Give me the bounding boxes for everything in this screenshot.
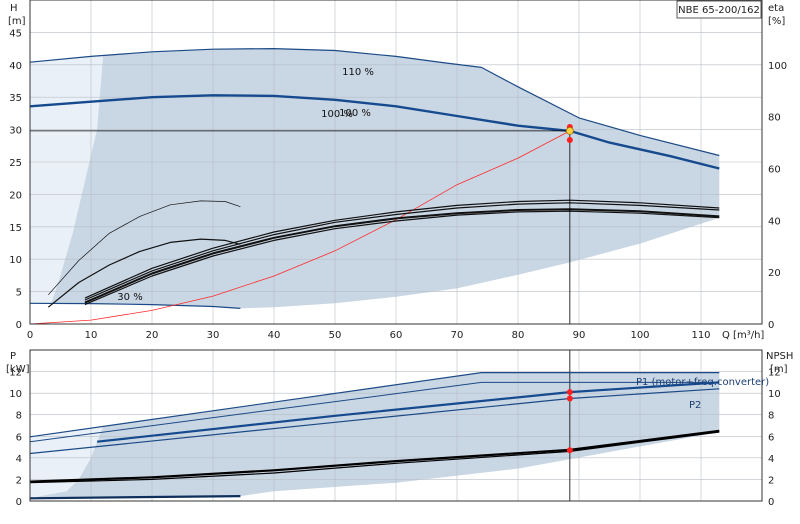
x-tick-label: 100 — [630, 330, 649, 341]
npsh-tick-label: 2 — [768, 475, 774, 486]
p-tick-label: 12 — [9, 368, 22, 379]
y2-tick-label: 60 — [768, 164, 781, 175]
y2-tick-label: 100 — [768, 61, 787, 72]
p-tick-label: 8 — [16, 411, 22, 422]
eta-curve-low-speed-1 — [48, 200, 241, 296]
p-tick-label: 2 — [16, 475, 22, 486]
npsh-axis-unit: [m] — [770, 364, 788, 375]
p-tick-label: 6 — [16, 432, 22, 443]
x-tick-label: 110 — [691, 330, 710, 341]
y-tick-label: 45 — [9, 28, 22, 39]
eta-curve-4 — [84, 210, 720, 306]
y-tick-label: 25 — [9, 158, 22, 169]
label-100-percent-overlap: 100 % — [339, 108, 371, 119]
p2-curve — [30, 388, 720, 455]
npsh-curve-2 — [30, 431, 720, 484]
operating-range-area — [30, 48, 720, 309]
label-30-percent: 30 % — [117, 292, 142, 303]
npsh-tick-label: 6 — [768, 432, 774, 443]
y-tick-label: 0 — [16, 320, 22, 331]
p-tick-label: 0 — [16, 497, 22, 508]
y2-tick-label: 40 — [768, 216, 781, 227]
curve-110-percent — [30, 47, 720, 157]
h-axis-label: H — [10, 3, 18, 14]
y2-tick-label: 0 — [768, 320, 774, 331]
label-100-percent: 100 % — [321, 109, 353, 120]
p1-max-curve — [30, 372, 720, 438]
eta-curve-1 — [84, 199, 720, 299]
p-tick-label: 4 — [16, 454, 22, 465]
curve-100-percent — [30, 94, 720, 170]
y-tick-label: 5 — [16, 288, 22, 299]
power-duty-point-2 — [566, 395, 573, 402]
low-flow-area — [30, 55, 104, 304]
p-axis-label: P — [10, 351, 16, 362]
x-tick-label: 40 — [268, 330, 281, 341]
y2-tick-label: 80 — [768, 113, 781, 124]
npsh-tick-label: 8 — [768, 411, 774, 422]
x-tick-label: 70 — [451, 330, 464, 341]
y-tick-label: 20 — [9, 190, 22, 201]
x-tick-label: 0 — [27, 330, 33, 341]
label-p1: P1 (motor+freq.converter) — [636, 377, 769, 388]
eta-curve-low-speed-2 — [47, 238, 241, 308]
y-tick-label: 10 — [9, 255, 22, 266]
x-tick-label: 10 — [85, 330, 98, 341]
power-range-area — [30, 372, 720, 499]
eta-duty-point-2 — [566, 136, 573, 143]
bottom-plot-frame — [29, 349, 763, 502]
eta-curve-2 — [84, 202, 720, 301]
x-tick-label: 50 — [329, 330, 342, 341]
curve-30-percent — [30, 302, 241, 309]
npsh-axis-label: NPSH — [766, 351, 793, 362]
eta-axis-unit: [%] — [768, 16, 785, 27]
title-box — [676, 0, 762, 19]
p-tick-label: 10 — [9, 389, 22, 400]
npsh-curve-1 — [30, 429, 720, 483]
chart-title: NBE 65-200/162 — [678, 5, 760, 16]
p-axis-unit: [kW] — [6, 364, 30, 375]
p2-max-curve — [30, 381, 720, 443]
y-tick-label: 40 — [9, 61, 22, 72]
x-axis-label: Q [m³/h] — [722, 330, 764, 341]
power-duty-point-1 — [566, 389, 573, 396]
p-min-curve — [30, 495, 241, 500]
x-tick-label: 20 — [146, 330, 159, 341]
x-tick-label: 80 — [512, 330, 525, 341]
npsh-tick-label: 12 — [768, 368, 781, 379]
y-tick-label: 35 — [9, 93, 22, 104]
h-axis-unit: [m] — [8, 16, 26, 27]
x-tick-label: 90 — [573, 330, 586, 341]
duty-point — [565, 126, 574, 135]
top-plot-frame — [29, 0, 763, 325]
label-110-percent: 110 % — [342, 67, 374, 78]
label-p2: P2 — [689, 400, 701, 411]
y-tick-label: 30 — [9, 126, 22, 137]
npsh-tick-label: 10 — [768, 389, 781, 400]
npsh-tick-label: 0 — [768, 497, 774, 508]
x-tick-label: 30 — [207, 330, 220, 341]
npsh-duty-point — [566, 447, 573, 454]
y2-tick-label: 20 — [768, 268, 781, 279]
x-tick-label: 60 — [390, 330, 403, 341]
y-tick-label: 15 — [9, 223, 22, 234]
npsh-tick-label: 4 — [768, 454, 774, 465]
system-curve — [30, 130, 571, 325]
p1-curve — [96, 381, 720, 443]
eta-curve-3 — [84, 208, 720, 304]
eta-axis-label: eta — [768, 3, 784, 14]
